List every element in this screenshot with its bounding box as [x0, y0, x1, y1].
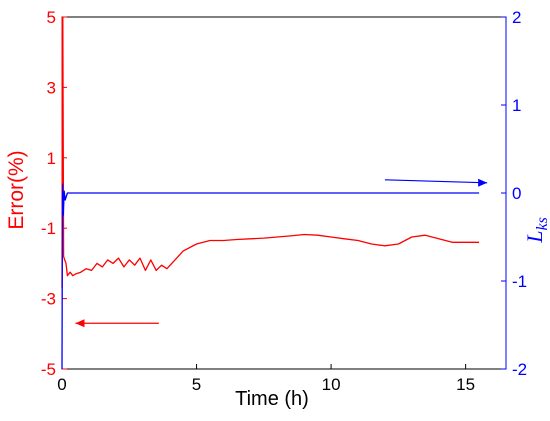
- left-tick-label: 3: [47, 78, 56, 97]
- annotations: [75, 178, 488, 328]
- right-tick-label: -2: [512, 360, 527, 379]
- right-y-axis-label-sub: ks: [534, 217, 550, 230]
- right-tick-label: 1: [512, 96, 521, 115]
- left-tick-label: 5: [47, 8, 56, 27]
- left-tick-label: -5: [41, 360, 56, 379]
- annotation-arrow-shaft: [384, 179, 488, 184]
- error-series-line: [61, 16, 480, 289]
- right-y-axis-label-main: L: [522, 231, 547, 244]
- series-layer: [61, 16, 480, 370]
- annotation-arrow-head: [75, 319, 85, 328]
- left-tick-label: -3: [41, 290, 56, 309]
- annotation-arrow-head: [478, 178, 488, 187]
- left-tick-label: -1: [41, 219, 56, 238]
- x-tick-label: 10: [322, 375, 341, 394]
- x-tick-label: 15: [456, 375, 475, 394]
- x-axis-label: Time (h): [235, 388, 309, 410]
- right-y-axis-label: Lks: [522, 217, 550, 244]
- x-tick-label: 0: [57, 375, 66, 394]
- right-tick-label: 2: [512, 8, 521, 27]
- lks-series-line: [61, 183, 480, 370]
- ticks: -5 -3 -1 1 3 5 -2 -1 0 1 2 0 5 10 15: [41, 8, 527, 394]
- left-tick-label: 1: [47, 149, 56, 168]
- x-tick-label: 5: [192, 375, 201, 394]
- right-tick-label: -1: [512, 272, 527, 291]
- right-tick-label: 0: [512, 184, 521, 203]
- left-y-axis-label: Error(%): [5, 150, 28, 229]
